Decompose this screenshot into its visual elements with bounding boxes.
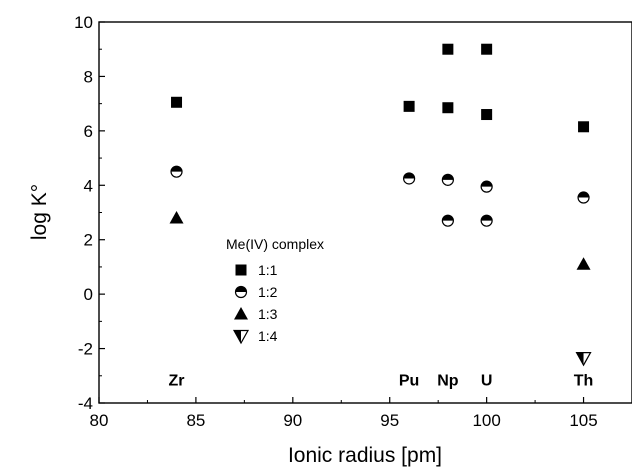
- data-point: [578, 121, 590, 133]
- y-tick-label: 6: [84, 122, 93, 141]
- element-labels: Zr Pu Np U Th: [169, 372, 594, 389]
- y-tick-label: 8: [84, 67, 93, 86]
- element-label: Th: [574, 372, 594, 389]
- data-point: [576, 257, 591, 270]
- data-point: [441, 173, 454, 186]
- y-tick-label: 0: [84, 285, 93, 304]
- legend-marker: [235, 264, 247, 276]
- y-tick-label: -4: [78, 394, 93, 413]
- y-tick-label: 10: [74, 13, 93, 32]
- data-point: [481, 109, 493, 121]
- element-label: Np: [437, 372, 459, 389]
- x-tick-label: 80: [90, 411, 109, 430]
- element-label: Pu: [399, 372, 419, 389]
- legend-label: 1:2: [258, 284, 278, 300]
- data-point: [481, 43, 493, 55]
- plot-frame: [98, 21, 632, 404]
- y-tick-label: 2: [84, 231, 93, 250]
- y-axis-title: log K°: [28, 184, 51, 240]
- x-axis-title: Ionic radius [pm]: [288, 444, 442, 467]
- element-label: U: [481, 372, 493, 389]
- legend-label: 1:4: [258, 328, 278, 344]
- data-point: [170, 165, 183, 178]
- x-tick-label: 95: [380, 411, 399, 430]
- x-tick-label: 105: [569, 411, 597, 430]
- data-point: [442, 43, 454, 55]
- data-point: [480, 214, 493, 227]
- data-points: [169, 43, 592, 367]
- axis-ticks: 80 85 90 95 100 105 -4 -2 0 2 4 6 8 10: [74, 13, 598, 430]
- element-label: Zr: [169, 372, 185, 389]
- legend-title: Me(IV) complex: [226, 236, 324, 252]
- data-point: [169, 210, 184, 224]
- data-point: [480, 180, 493, 193]
- legend-marker: [234, 285, 248, 299]
- data-point: [171, 96, 183, 108]
- legend-marker: [232, 329, 250, 345]
- data-point: [441, 214, 454, 227]
- legend-label: 1:3: [258, 306, 278, 322]
- x-tick-label: 100: [472, 411, 500, 430]
- legend-label: 1:1: [258, 262, 278, 278]
- data-point: [577, 191, 590, 204]
- y-tick-label: -2: [78, 340, 93, 359]
- legend-marker: [234, 307, 248, 320]
- data-point: [403, 100, 415, 112]
- data-point: [575, 351, 592, 367]
- x-tick-label: 90: [283, 411, 302, 430]
- legend: Me(IV) complex 1:1 1:2 1:3 1:4: [226, 236, 324, 345]
- y-tick-label: 4: [84, 176, 93, 195]
- x-tick-label: 85: [186, 411, 205, 430]
- data-point: [403, 172, 416, 185]
- data-point: [442, 102, 454, 114]
